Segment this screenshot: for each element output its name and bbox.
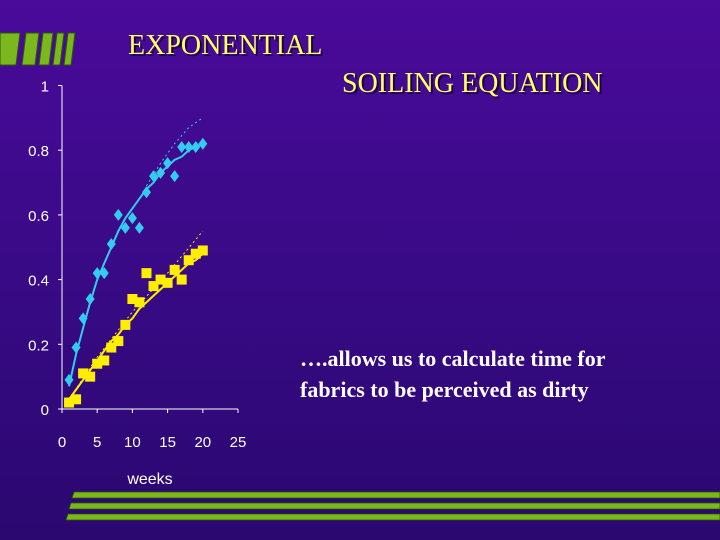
series-1-point (170, 170, 180, 183)
x-tick-label: 25 (230, 434, 247, 451)
series-1-point (156, 166, 166, 179)
x-tick-label: 20 (194, 434, 211, 451)
series-1-point (85, 293, 95, 306)
series-1-point (191, 140, 201, 153)
series-1-point (163, 157, 173, 170)
series-2-point (197, 245, 208, 256)
series-2-point (113, 336, 124, 347)
series-1-point (184, 140, 194, 153)
series-1-point (198, 137, 208, 150)
series-1-dotted-fit-line (146, 117, 204, 187)
series-1-point (99, 267, 109, 280)
corner-stripes-decoration (0, 32, 76, 66)
series-2-point (85, 371, 96, 382)
series-2-point (127, 294, 138, 305)
x-tick-label: 0 (58, 434, 66, 451)
series-1-point (177, 140, 187, 153)
series-2-point (99, 355, 110, 366)
series-1-point (106, 238, 116, 251)
series-1-point (64, 373, 74, 386)
callout-line-1: ….allows us to calculate time for (300, 346, 606, 371)
bottom-stripes-decoration (65, 491, 720, 521)
series-2-point (92, 358, 103, 369)
x-tick-label: 15 (159, 434, 176, 451)
series-1-point (113, 208, 123, 221)
series-2-point (155, 274, 166, 285)
series-1-point (127, 212, 137, 225)
series-2-point (134, 297, 145, 308)
series-1-fit-line (68, 142, 204, 387)
callout-text: ….allows us to calculate time for fabric… (300, 343, 710, 405)
y-tick-label: 1 (41, 79, 49, 96)
y-tick-label: 0.6 (28, 208, 49, 225)
title-line-2: SOILING EQUATION (342, 68, 603, 99)
y-tick-label: 0.4 (28, 273, 49, 290)
series-2-point (183, 255, 194, 266)
x-axis-label: weeks (126, 471, 172, 488)
x-tick-label: 5 (93, 434, 101, 451)
series-2-fit-line (68, 252, 204, 400)
series-2-point (71, 394, 82, 405)
series-2-point (120, 319, 131, 330)
series-2-point (141, 268, 152, 279)
series-1-point (71, 341, 81, 354)
series-1-point (120, 221, 130, 234)
series-1-point (92, 267, 102, 280)
callout-line-2: fabrics to be perceived as dirty (300, 377, 589, 402)
series-2-point (190, 248, 201, 259)
series-1-point (141, 186, 151, 199)
series-2-point (148, 281, 159, 292)
series-2-point (64, 397, 75, 408)
series-2-point (106, 342, 117, 353)
series-1-point (78, 312, 88, 325)
y-tick-label: 0.8 (28, 143, 49, 160)
title-line-1: EXPONENTIAL (128, 30, 323, 61)
x-tick-label: 10 (124, 434, 141, 451)
series-2-point (169, 264, 180, 275)
series-2-point (176, 274, 187, 285)
series-1-point (134, 221, 144, 234)
series-1-point (149, 170, 159, 183)
y-tick-label: 0.2 (28, 337, 49, 354)
series-2-point (78, 368, 89, 379)
series-2-point (162, 277, 173, 288)
y-tick-label: 0 (41, 402, 49, 419)
